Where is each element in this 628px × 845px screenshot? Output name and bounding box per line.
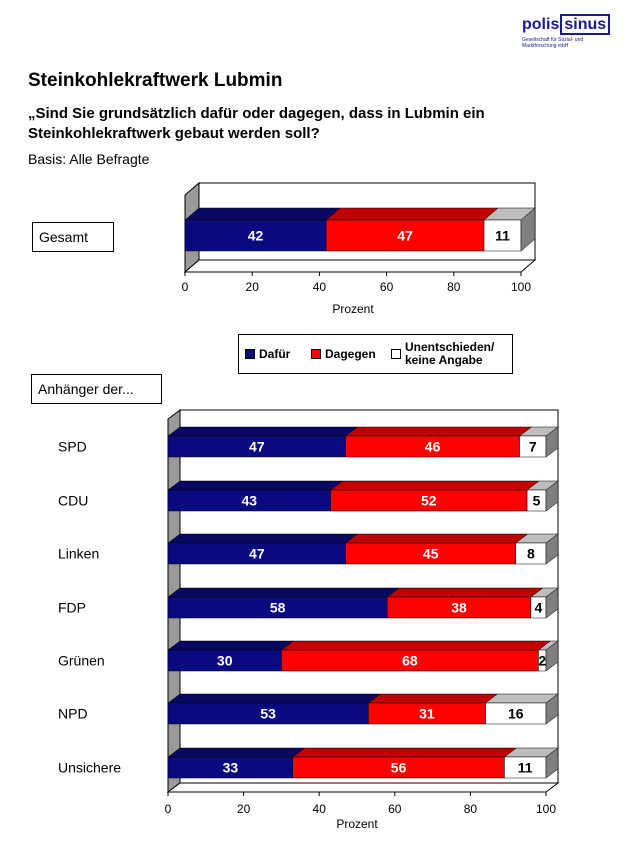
bar-cdu-dagegen-top bbox=[329, 480, 540, 491]
chart-legend: Dafür Dagegen Unentschieden/ keine Angab… bbox=[238, 334, 513, 374]
logo-wordmark: polis sinus bbox=[522, 14, 622, 35]
x-tick-label: 20 bbox=[246, 280, 260, 294]
x-tick-label: 20 bbox=[237, 802, 251, 816]
bar-npd-unentschieden-top bbox=[484, 693, 559, 704]
legend-label-unentschieden: Unentschieden/ keine Angabe bbox=[405, 340, 495, 367]
chart-floor bbox=[166, 782, 560, 793]
data-label-linken-unentschieden: 8 bbox=[527, 546, 535, 562]
x-tick-label: 40 bbox=[313, 280, 327, 294]
x-axis-label: Prozent bbox=[336, 817, 378, 831]
x-tick-label: 40 bbox=[313, 802, 327, 816]
data-label-npd-unentschieden: 16 bbox=[508, 706, 524, 722]
data-label-gesamt-dafür: 42 bbox=[248, 228, 264, 244]
polis-sinus-logo: polis sinus Gesellschaft für Sozial- und … bbox=[522, 14, 622, 49]
data-label-fdp-dafür: 58 bbox=[270, 600, 286, 616]
bar-gesamt-dafür bbox=[184, 219, 327, 252]
data-label-spd-unentschieden: 7 bbox=[529, 439, 537, 455]
bar-fdp-dafür-top bbox=[167, 587, 400, 598]
category-label-unsichere: Unsichere bbox=[58, 760, 121, 776]
category-label-linken: Linken bbox=[58, 546, 99, 562]
data-label-grünen-unentschieden: 2 bbox=[538, 653, 546, 669]
data-label-npd-dafür: 53 bbox=[260, 706, 276, 722]
category-label-fdp: FDP bbox=[58, 600, 86, 616]
category-label-npd: NPD bbox=[58, 706, 88, 722]
bar-gesamt-dagegen-top bbox=[325, 207, 499, 221]
x-axis-label: Prozent bbox=[332, 302, 374, 316]
bar-spd-dagegen-top bbox=[344, 426, 533, 437]
x-tick-label: 100 bbox=[511, 280, 531, 294]
chart-anhaenger: 0 20 40 60 80 100 Prozent SPD 47 46 7 CDU 43 52 5 Linke… bbox=[58, 409, 560, 831]
bar-npd-dagegen-top bbox=[367, 693, 499, 704]
legend-label-dafuer: Dafür bbox=[259, 346, 291, 361]
bar-gesamt-unentschieden bbox=[483, 219, 522, 252]
data-label-fdp-unentschieden: 4 bbox=[535, 600, 543, 616]
page-title: Steinkohlekraftwerk Lubmin bbox=[28, 70, 283, 91]
data-label-gesamt-dagegen: 47 bbox=[397, 228, 413, 244]
bar-unsichere-dafür-top bbox=[167, 747, 306, 758]
data-label-fdp-dagegen: 38 bbox=[451, 600, 467, 616]
category-label-gesamt: Gesamt bbox=[32, 222, 114, 252]
logo-subtitle: Gesellschaft für Sozial- und Marktforsch… bbox=[522, 37, 584, 49]
data-label-unsichere-dagegen: 56 bbox=[391, 760, 407, 776]
legend-swatch-dafuer bbox=[245, 349, 255, 359]
x-tick-label: 0 bbox=[182, 280, 189, 294]
survey-question: „Sind Sie grundsätzlich dafür oder dageg… bbox=[28, 105, 485, 142]
data-label-grünen-dagegen: 68 bbox=[402, 653, 418, 669]
data-label-spd-dagegen: 46 bbox=[425, 439, 441, 455]
bar-npd-end-face bbox=[545, 693, 559, 725]
data-label-linken-dagegen: 45 bbox=[423, 546, 439, 562]
data-label-gesamt-unentschieden: 11 bbox=[495, 228, 510, 244]
data-label-cdu-dagegen: 52 bbox=[421, 493, 437, 509]
bar-cdu-dafür-top bbox=[167, 480, 344, 491]
bar-linken-dafür-top bbox=[167, 533, 359, 544]
bar-linken-dagegen-top bbox=[344, 533, 529, 544]
category-label-grünen: Grünen bbox=[58, 653, 105, 669]
legend-item-unentschieden: Unentschieden/ keine Angabe bbox=[391, 335, 509, 373]
data-label-unsichere-dafür: 33 bbox=[223, 760, 239, 776]
bar-gesamt-dafür-top bbox=[184, 207, 341, 221]
x-tick-label: 60 bbox=[380, 280, 394, 294]
bar-gesamt-dagegen bbox=[325, 219, 485, 252]
legend-item-dafuer: Dafür bbox=[245, 335, 290, 373]
data-label-linken-dafür: 47 bbox=[249, 546, 265, 562]
x-tick-label: 0 bbox=[165, 802, 172, 816]
data-label-cdu-unentschieden: 5 bbox=[533, 493, 541, 509]
bar-fdp-dagegen-top bbox=[386, 587, 544, 598]
bar-fdp-end-face bbox=[545, 587, 559, 619]
legend-swatch-dagegen bbox=[311, 349, 321, 359]
bar-grünen-dagegen-top bbox=[280, 640, 552, 651]
x-tick-label: 80 bbox=[447, 280, 461, 294]
bar-unsichere-dagegen-top bbox=[291, 747, 518, 758]
chart-gesamt: 0 20 40 60 80 100 Prozent 42 47 11 bbox=[182, 181, 537, 316]
bar-spd-end-face bbox=[545, 426, 559, 458]
bar-npd-dafür-top bbox=[167, 693, 382, 704]
x-tick-label: 100 bbox=[536, 802, 556, 816]
basis-note: Basis: Alle Befragte bbox=[28, 151, 150, 167]
data-label-cdu-dafür: 43 bbox=[241, 493, 257, 509]
group-label: Anhänger der... bbox=[31, 374, 162, 404]
x-tick-label: 80 bbox=[464, 802, 478, 816]
bar-grünen-end-face bbox=[545, 640, 559, 672]
bar-grünen-dafür-top bbox=[167, 640, 295, 651]
bar-cdu-end-face bbox=[545, 480, 559, 512]
bar-unsichere-end-face bbox=[545, 747, 559, 779]
legend-label-dagegen: Dagegen bbox=[325, 346, 376, 361]
data-label-grünen-dafür: 30 bbox=[217, 653, 233, 669]
data-label-npd-dagegen: 31 bbox=[419, 706, 435, 722]
bar-gesamt-end-face bbox=[520, 207, 536, 252]
category-label-spd: SPD bbox=[58, 439, 87, 455]
legend-item-dagegen: Dagegen bbox=[311, 335, 376, 373]
data-label-unsichere-unentschieden: 11 bbox=[518, 760, 533, 776]
chart-floor bbox=[183, 259, 537, 273]
bar-linken-end-face bbox=[545, 533, 559, 565]
bar-spd-dafür-top bbox=[167, 426, 359, 437]
legend-swatch-unentschieden bbox=[391, 349, 401, 359]
category-label-cdu: CDU bbox=[58, 493, 88, 509]
x-tick-label: 60 bbox=[388, 802, 402, 816]
data-label-spd-dafür: 47 bbox=[249, 439, 265, 455]
